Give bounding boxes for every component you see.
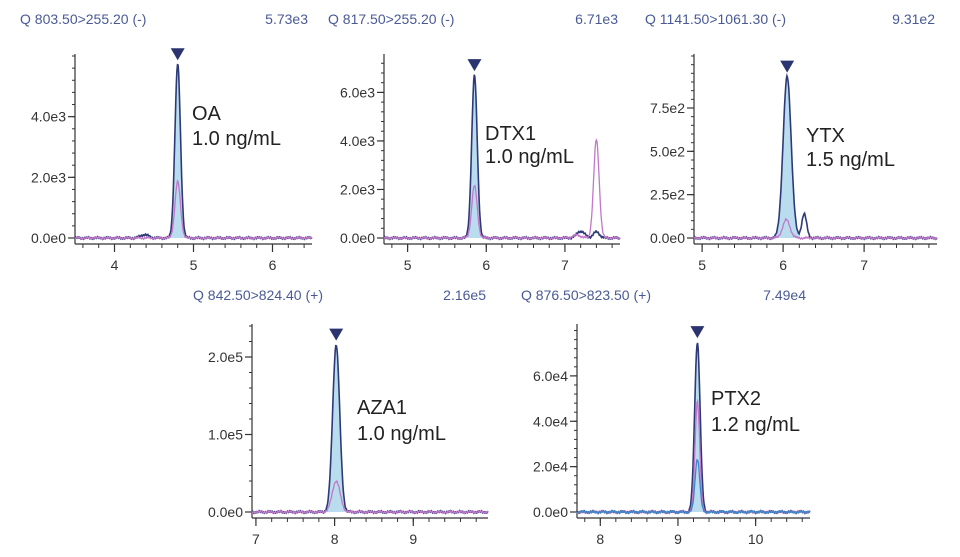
y-tick-label: 0.0e0 (31, 230, 66, 246)
y-tick-label: 1.0e5 (208, 427, 243, 443)
peak-apex-marker (467, 59, 482, 72)
compound-label: AZA1 (357, 397, 407, 419)
channel-label: Q 803.50>255.20 (-) (20, 11, 146, 27)
compound-label: OA (192, 103, 222, 125)
y-tick-label: 2.0e3 (340, 181, 375, 197)
y-tick-label: 2.0e3 (31, 169, 66, 185)
concentration-label: 1.2 ng/mL (711, 414, 800, 436)
y-tick-label: 6.0e3 (340, 84, 375, 100)
chromatogram-plot: 0.0e0 2.0e4 4.0e4 6.0e4 8 9 10 (533, 324, 811, 547)
x-tick-label: 6 (482, 257, 490, 273)
x-tick-label: 8 (331, 531, 339, 547)
y-tick-label: 0.0e0 (208, 504, 243, 520)
compound-label: YTX (806, 125, 845, 147)
max-intensity-label: 9.31e2 (892, 11, 935, 27)
concentration-label: 1.0 ng/mL (357, 423, 446, 445)
peak-apex-marker (690, 326, 705, 339)
concentration-label: 1.5 ng/mL (806, 149, 895, 171)
x-tick-label: 5 (190, 257, 198, 273)
y-tick-label: 4.0e3 (340, 133, 375, 149)
y-tick-label: 0.0e0 (650, 230, 685, 246)
peak-apex-marker (780, 60, 795, 73)
y-tick-label: 6.0e4 (533, 368, 568, 384)
chromatogram-plot: 0.0e0 2.0e3 4.0e3 6.0e3 5 6 7 (340, 54, 621, 273)
x-tick-label: 7 (561, 257, 569, 273)
x-tick-label: 8 (596, 531, 604, 547)
x-tick-label: 7 (252, 531, 260, 547)
qualifier-trace (383, 138, 621, 241)
peak-area (774, 76, 801, 238)
qualifier-trace (693, 217, 938, 241)
peak-apex-marker (170, 48, 185, 61)
y-tick-label: 4.0e3 (31, 109, 66, 125)
y-tick-label: 5.0e2 (650, 143, 685, 159)
x-tick-label: 5 (698, 257, 706, 273)
max-intensity-label: 6.71e3 (575, 11, 618, 27)
max-intensity-label: 5.73e3 (265, 11, 308, 27)
peak-area (465, 75, 484, 238)
peak-area (324, 344, 348, 512)
concentration-label: 1.0 ng/mL (192, 128, 281, 150)
concentration-label: 1.0 ng/mL (485, 146, 574, 168)
compound-label: DTX1 (485, 123, 536, 145)
x-tick-label: 6 (779, 257, 787, 273)
y-tick-label: 7.5e2 (650, 100, 685, 116)
channel-label: Q 876.50>823.50 (+) (521, 287, 651, 303)
y-tick-label: 0.0e0 (340, 230, 375, 246)
qualifier-trace (74, 179, 313, 241)
compound-label: PTX2 (711, 388, 761, 410)
max-intensity-label: 2.16e5 (443, 287, 486, 303)
chromatogram-plot: 0.0e0 1.0e5 2.0e5 7 8 9 (208, 324, 489, 547)
qualifier-trace (251, 480, 489, 515)
channel-label: Q 1141.50>1061.30 (-) (645, 11, 786, 27)
quantifier-trace (74, 63, 313, 241)
y-tick-label: 2.0e5 (208, 349, 243, 365)
channel-label: Q 842.50>824.40 (+) (193, 287, 323, 303)
peak-apex-marker (329, 328, 344, 341)
panel-aza1: Q 842.50>824.40 (+) 2.16e5 AZA1 1.0 ng/m… (193, 287, 489, 547)
panel-ptx2: Q 876.50>823.50 (+) 7.49e4 PTX2 1.2 ng/m… (521, 287, 811, 547)
panel-dtx1: Q 817.50>255.20 (-) 6.71e3 DTX1 1.0 ng/m… (328, 11, 621, 273)
x-tick-label: 7 (860, 257, 868, 273)
x-tick-label: 4 (111, 257, 119, 273)
x-tick-label: 9 (674, 531, 682, 547)
y-tick-label: 4.0e4 (533, 413, 568, 429)
x-tick-label: 5 (404, 257, 412, 273)
max-intensity-label: 7.49e4 (763, 287, 806, 303)
y-tick-label: 0.0e0 (533, 504, 568, 520)
x-tick-label: 9 (409, 531, 417, 547)
x-tick-label: 10 (748, 531, 764, 547)
channel-label: Q 817.50>255.20 (-) (328, 11, 454, 27)
x-tick-label: 6 (269, 257, 277, 273)
panel-oa: Q 803.50>255.20 (-) 5.73e3 OA 1.0 ng/mL … (20, 11, 313, 273)
qualifier-2-trace (576, 458, 811, 515)
y-tick-label: 2.5e2 (650, 187, 685, 203)
panel-ytx: Q 1141.50>1061.30 (-) 9.31e2 YTX 1.5 ng/… (645, 11, 938, 273)
chromatogram-plot: 0.0e0 2.5e2 5.0e2 7.5e2 5 6 7 (650, 54, 938, 273)
y-tick-label: 2.0e4 (533, 459, 568, 475)
chromatogram-plot: 0.0e0 2.0e3 4.0e3 4 5 6 (31, 48, 313, 273)
